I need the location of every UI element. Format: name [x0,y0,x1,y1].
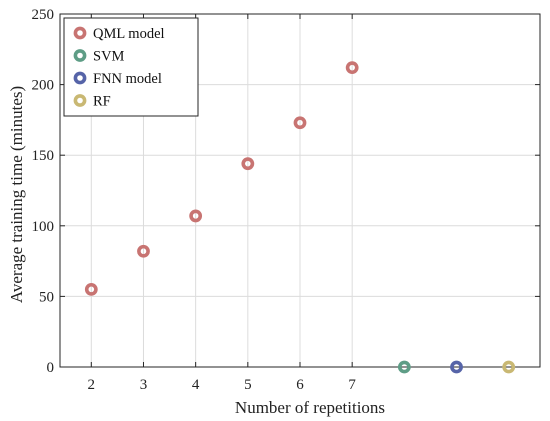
y-axis-label: Average training time (minutes) [7,86,26,303]
data-point [241,157,255,171]
x-tick-label: 6 [296,377,304,393]
data-point [293,116,307,130]
legend: QML model SVM FNN model RF [63,17,199,117]
data-point [397,360,411,374]
x-tick-label: 4 [192,377,200,393]
y-tick-label: 0 [47,360,55,376]
x-tick-label: 5 [244,377,252,393]
legend-marker [73,49,87,62]
x-tick-label: 2 [88,377,96,393]
data-point [345,61,359,75]
data-point [450,360,463,374]
legend-label: SVM [93,49,125,65]
legend-marker [73,26,87,40]
x-axis-label: Number of repetitions [235,398,385,417]
y-tick-label: 50 [39,289,54,305]
data-point [189,209,203,223]
data-point [137,244,150,258]
data-point [502,360,516,374]
legend-label: RF [93,94,111,110]
y-tick-label: 150 [32,148,55,164]
legend-label: FNN model [93,71,162,87]
data-point [84,282,98,296]
y-tick-label: 100 [32,219,55,235]
legend-marker [73,71,87,85]
x-tick-label: 7 [348,377,356,393]
x-tick-label: 3 [140,377,148,393]
y-tick-label: 200 [32,78,55,94]
legend-marker [73,94,87,107]
tick-labels: 2 3 4 5 6 7 0 50 100 150 200 250 [32,7,540,393]
legend-label: QML model [93,26,165,42]
y-tick-label: 250 [32,7,55,23]
data-markers [84,61,516,374]
